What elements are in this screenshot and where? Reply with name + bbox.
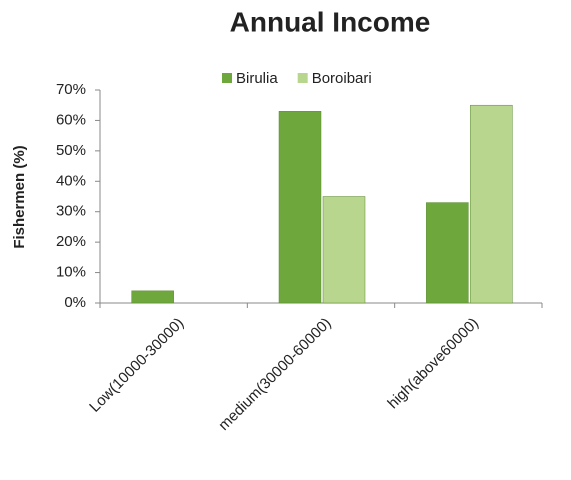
bar	[131, 290, 174, 304]
y-tick-label: 50%	[56, 142, 86, 159]
y-tick-label: 20%	[56, 233, 86, 250]
bar	[278, 111, 322, 304]
y-tick-label: 30%	[56, 203, 86, 220]
bar	[470, 104, 513, 304]
y-tick-label: 0%	[64, 294, 86, 311]
chart-title: Annual Income	[230, 6, 431, 37]
y-tick-label: 70%	[56, 81, 86, 98]
legend-label: Boroibari	[312, 70, 372, 87]
y-tick-label: 40%	[56, 172, 86, 189]
y-tick-label: 10%	[56, 264, 86, 281]
legend-swatch	[297, 73, 308, 83]
x-tick-label: high(above60000)	[384, 315, 482, 413]
x-tick-label: medium(30000-60000)	[215, 315, 334, 434]
legend-label: Birulia	[236, 70, 278, 87]
y-axis-title: Fishermen (%)	[11, 145, 28, 248]
legend-swatch	[222, 73, 232, 83]
bar	[322, 196, 366, 304]
x-tick-label: Low(10000-30000)	[86, 315, 187, 416]
bar	[426, 202, 469, 304]
y-tick-label: 60%	[56, 111, 86, 128]
